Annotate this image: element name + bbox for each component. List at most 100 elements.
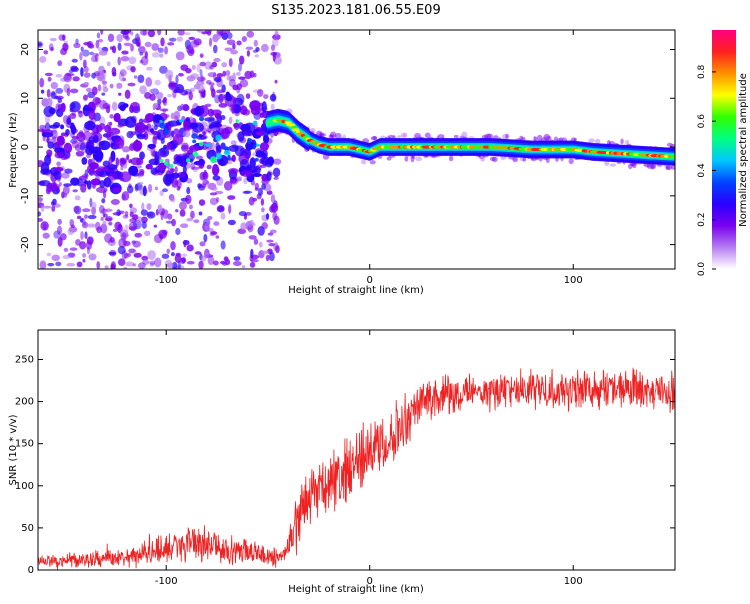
spectral-blob xyxy=(157,162,167,171)
spectral-blob xyxy=(209,197,218,206)
spectral-blob xyxy=(226,75,232,81)
spectral-blob xyxy=(111,45,117,54)
spectral-blob xyxy=(84,120,96,131)
spectral-blob xyxy=(214,76,222,83)
spectral-blob xyxy=(213,71,217,82)
spectral-blob xyxy=(82,252,87,258)
spectrogram-frame xyxy=(37,29,676,270)
spectral-blob xyxy=(165,69,174,80)
spectral-blob xyxy=(168,81,177,90)
spectral-blob xyxy=(199,53,204,58)
spectral-blob xyxy=(228,57,233,68)
spectral-blob xyxy=(196,76,206,82)
spectral-blob xyxy=(47,262,55,267)
snr-ytick-label: 200 xyxy=(15,397,34,408)
spectral-blob xyxy=(272,33,281,41)
spectral-blob xyxy=(157,98,162,106)
spectral-blob xyxy=(263,94,269,100)
spectral-blob xyxy=(243,190,253,194)
spectral-blob xyxy=(75,239,81,246)
spectral-blob xyxy=(128,248,136,254)
spectral-blob xyxy=(157,204,163,214)
spectral-blob xyxy=(254,182,259,190)
spectral-blob xyxy=(40,221,49,231)
spectral-blob xyxy=(273,176,279,180)
spectral-blob xyxy=(193,38,202,46)
spectral-blob xyxy=(154,79,161,86)
spectral-blob xyxy=(97,38,104,43)
spectral-blob xyxy=(96,261,101,269)
spectral-blob xyxy=(211,109,222,117)
spectral-blob xyxy=(114,137,125,150)
spectral-blob xyxy=(292,128,300,132)
spectral-blob xyxy=(46,97,53,108)
spectral-blob xyxy=(166,142,172,150)
spectral-blob xyxy=(134,183,139,192)
spectral-blob xyxy=(171,218,176,227)
spectrogram-xtick-label: 100 xyxy=(564,275,583,286)
spectral-blob xyxy=(249,100,261,111)
spectral-blob xyxy=(64,168,73,174)
spectral-blob xyxy=(96,226,103,234)
spectral-blob xyxy=(167,120,180,127)
spectral-blob xyxy=(191,64,196,70)
spectral-blob xyxy=(96,166,106,171)
spectral-blob xyxy=(92,134,99,144)
spectral-blob xyxy=(76,261,83,268)
spectral-blob xyxy=(190,73,199,79)
spectral-blob xyxy=(225,70,231,77)
spectral-blob xyxy=(175,155,184,164)
spectral-blob xyxy=(72,189,78,193)
spectral-blob xyxy=(116,82,123,89)
spectral-blob xyxy=(266,239,274,243)
spectral-blob xyxy=(132,240,141,248)
spectral-blob xyxy=(42,223,47,231)
spectral-blob xyxy=(448,155,454,162)
spectral-blob xyxy=(206,164,212,170)
spectral-blob xyxy=(184,39,192,50)
spectral-blob xyxy=(80,46,84,52)
spectral-blob xyxy=(141,221,147,229)
spectral-blob xyxy=(97,84,102,92)
spectral-blob xyxy=(146,211,156,219)
spectral-blob xyxy=(247,137,251,145)
spectral-blob xyxy=(215,134,222,142)
spectral-blob xyxy=(246,30,255,38)
spectral-blob xyxy=(67,227,74,236)
spectral-blob xyxy=(66,73,75,77)
spectral-blob xyxy=(147,30,156,38)
spectral-blob xyxy=(480,156,486,162)
spectral-blob xyxy=(51,254,61,262)
spectral-blob xyxy=(216,89,224,94)
spectral-blob xyxy=(129,203,133,209)
spectral-blob xyxy=(70,122,75,131)
spectral-blob xyxy=(142,185,147,197)
spectral-blob xyxy=(82,208,91,213)
spectral-blob xyxy=(139,30,148,36)
spectral-blob xyxy=(139,51,144,56)
spectral-blob xyxy=(108,251,117,255)
spectral-blob xyxy=(75,150,85,157)
spectral-blob xyxy=(63,193,68,198)
spectral-blob xyxy=(167,213,173,220)
spectral-blob xyxy=(86,40,94,48)
spectral-blob xyxy=(221,32,229,40)
spectral-blob xyxy=(258,187,264,196)
spectral-blob xyxy=(265,254,270,262)
spectral-blob xyxy=(141,202,145,212)
spectral-blob xyxy=(177,260,181,269)
spectral-blob xyxy=(220,260,226,265)
spectral-blob xyxy=(40,89,45,94)
spectral-blob xyxy=(461,131,468,139)
spectral-blob xyxy=(122,30,132,35)
spectral-blob xyxy=(170,172,180,179)
spectral-blob xyxy=(139,151,145,160)
spectral-blob xyxy=(255,152,267,158)
spectral-blob xyxy=(57,218,62,225)
spectral-blob xyxy=(39,180,51,187)
spectral-blob xyxy=(397,135,402,139)
spectral-blob xyxy=(252,120,258,126)
spectral-blob xyxy=(133,252,142,258)
spectral-blob xyxy=(139,85,147,95)
